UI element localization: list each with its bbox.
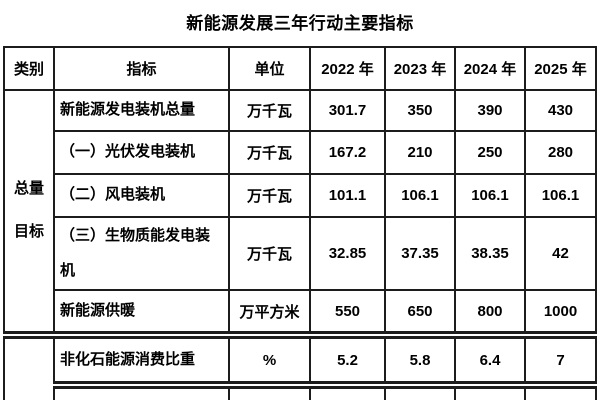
table-row: （三）生物质能发电装机 万千瓦 32.85 37.35 38.35 42 [4,216,597,291]
value-cell: 250 [454,130,526,175]
category-cell-total-targets: 总量目标 [3,89,55,336]
category-cell-second-group [3,331,55,400]
indicator-cell [53,381,230,400]
indicator-cell: 新能源供暖 [53,289,230,336]
value-cell: 280 [524,130,597,175]
value-cell [384,381,456,400]
value-cell: 101.1 [309,173,386,218]
value-cell: 38.35 [454,216,526,291]
col-header-year-2023: 2023 年 [384,46,456,91]
table-row: （一）光伏发电装机 万千瓦 167.2 210 250 280 [4,130,597,175]
unit-cell: 万千瓦 [228,216,311,291]
value-cell: 106.1 [384,173,456,218]
value-cell [524,381,597,400]
header-row: 类别 指标 单位 2022 年 2023 年 2024 年 2025 年 [3,46,597,91]
value-cell: 167.2 [309,130,386,175]
value-cell: 37.35 [384,216,456,291]
value-cell: 1000 [524,289,597,336]
value-cell: 430 [524,89,597,132]
unit-cell: 万千瓦 [228,173,311,218]
unit-cell: 万平方米 [228,289,311,336]
indicator-cell: （三）生物质能发电装机 [53,216,230,291]
unit-cell: 万千瓦 [228,89,311,132]
indicator-cell: 新能源发电装机总量 [53,89,230,132]
value-cell: 106.1 [524,173,597,218]
indicator-cell: （一）光伏发电装机 [53,130,230,175]
value-cell: 800 [454,289,526,336]
unit-cell: 万千瓦 [228,130,311,175]
value-cell: 390 [454,89,526,132]
table-row: （二）风电装机 万千瓦 101.1 106.1 106.1 106.1 [4,173,597,218]
value-cell [309,381,386,400]
indicators-table: 类别 指标 单位 2022 年 2023 年 2024 年 2025 年 总量目… [3,46,597,400]
page-title: 新能源发展三年行动主要指标 [186,14,414,33]
value-cell: 32.85 [309,216,386,291]
value-cell: 5.2 [309,331,386,386]
indicator-cell: （二）风电装机 [53,173,230,218]
value-cell: 550 [309,289,386,336]
unit-cell [228,381,311,400]
indicator-cell: 非化石能源消费比重 [53,331,230,386]
col-header-category: 类别 [3,46,55,91]
table-row-clipped [4,381,597,400]
value-cell: 350 [384,89,456,132]
value-cell [454,381,526,400]
value-cell: 6.4 [454,331,526,386]
table-row: 非化石能源消费比重 % 5.2 5.8 6.4 7 [3,331,597,400]
value-cell: 650 [384,289,456,336]
value-cell: 301.7 [309,89,386,132]
table-row: 总量目标 新能源发电装机总量 万千瓦 301.7 350 390 430 [3,89,597,336]
table-row: 新能源供暖 万平方米 550 650 800 1000 [4,289,597,336]
value-cell: 106.1 [454,173,526,218]
value-cell: 7 [524,331,597,386]
value-cell: 210 [384,130,456,175]
value-cell: 42 [524,216,597,291]
col-header-unit: 单位 [228,46,311,91]
col-header-year-2025: 2025 年 [524,46,597,91]
col-header-year-2024: 2024 年 [454,46,526,91]
unit-cell: % [228,331,311,386]
value-cell: 5.8 [384,331,456,386]
col-header-indicator: 指标 [53,46,230,91]
col-header-year-2022: 2022 年 [309,46,386,91]
